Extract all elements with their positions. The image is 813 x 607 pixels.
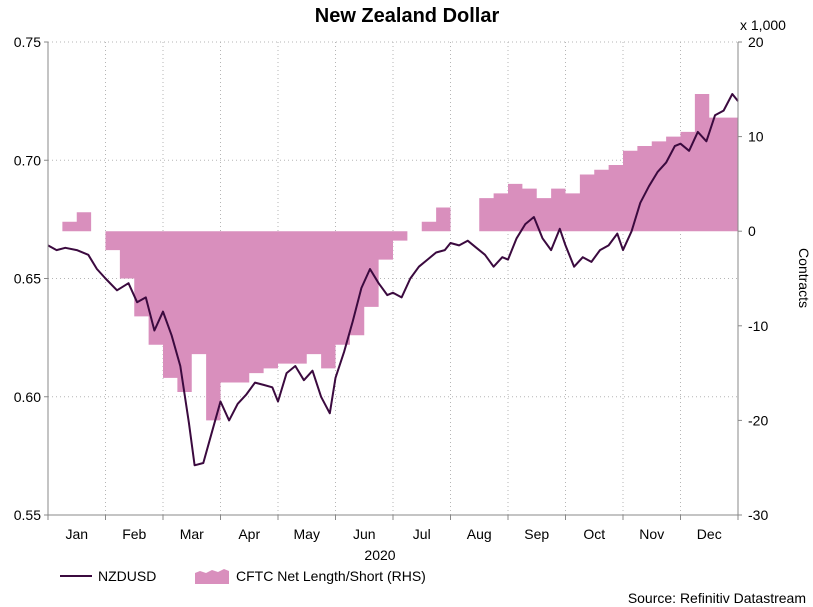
right-tick-label: -20 xyxy=(748,412,768,428)
month-label: Oct xyxy=(583,526,605,542)
right-scale-note: x 1,000 xyxy=(740,17,786,33)
left-tick-label: 0.65 xyxy=(14,271,41,287)
nzdusd-line xyxy=(47,93,739,467)
right-tick-label: 10 xyxy=(748,129,764,145)
left-tick-label: 0.70 xyxy=(14,152,41,168)
left-axis-ticks: 0.55 0.60 0.65 0.70 0.75 xyxy=(14,34,48,523)
nzdusd-line-group xyxy=(47,93,739,467)
right-tick-label: 0 xyxy=(748,223,756,239)
x-axis-label: 2020 xyxy=(364,547,395,563)
month-label: Apr xyxy=(238,526,260,542)
right-tick-label: -10 xyxy=(748,318,768,334)
right-axis-label: Contracts xyxy=(796,248,812,308)
legend-nzdusd-label: NZDUSD xyxy=(98,568,156,584)
cftc-net-position-area xyxy=(48,94,738,421)
month-label: Feb xyxy=(122,526,146,542)
month-label: Sep xyxy=(524,526,549,542)
x-axis-ticks: Jan Feb Mar Apr May Jun Jul Aug Sep Oct Nov Dec xyxy=(47,515,739,542)
month-label: Jun xyxy=(353,526,376,542)
month-label: Nov xyxy=(639,526,664,542)
legend-cftc-label: CFTC Net Length/Short (RHS) xyxy=(236,568,426,584)
left-tick-label: 0.60 xyxy=(14,389,41,405)
legend-cftc-swatch xyxy=(195,569,229,584)
month-label: Jul xyxy=(413,526,431,542)
right-tick-label: -30 xyxy=(748,507,768,523)
left-tick-label: 0.55 xyxy=(14,507,41,523)
cftc-area xyxy=(48,94,738,421)
month-label: Dec xyxy=(697,526,722,542)
month-label: May xyxy=(294,526,320,542)
month-label: Aug xyxy=(467,526,492,542)
month-label: Jan xyxy=(65,526,88,542)
right-axis-ticks: -30 -20 -10 0 10 20 xyxy=(738,34,768,523)
right-tick-label: 20 xyxy=(748,34,764,50)
source-note: Source: Refinitiv Datastream xyxy=(628,590,806,606)
legend: NZDUSD CFTC Net Length/Short (RHS) xyxy=(60,568,426,584)
month-label: Mar xyxy=(180,526,204,542)
chart-title: New Zealand Dollar xyxy=(315,5,500,27)
left-tick-label: 0.75 xyxy=(14,34,41,50)
